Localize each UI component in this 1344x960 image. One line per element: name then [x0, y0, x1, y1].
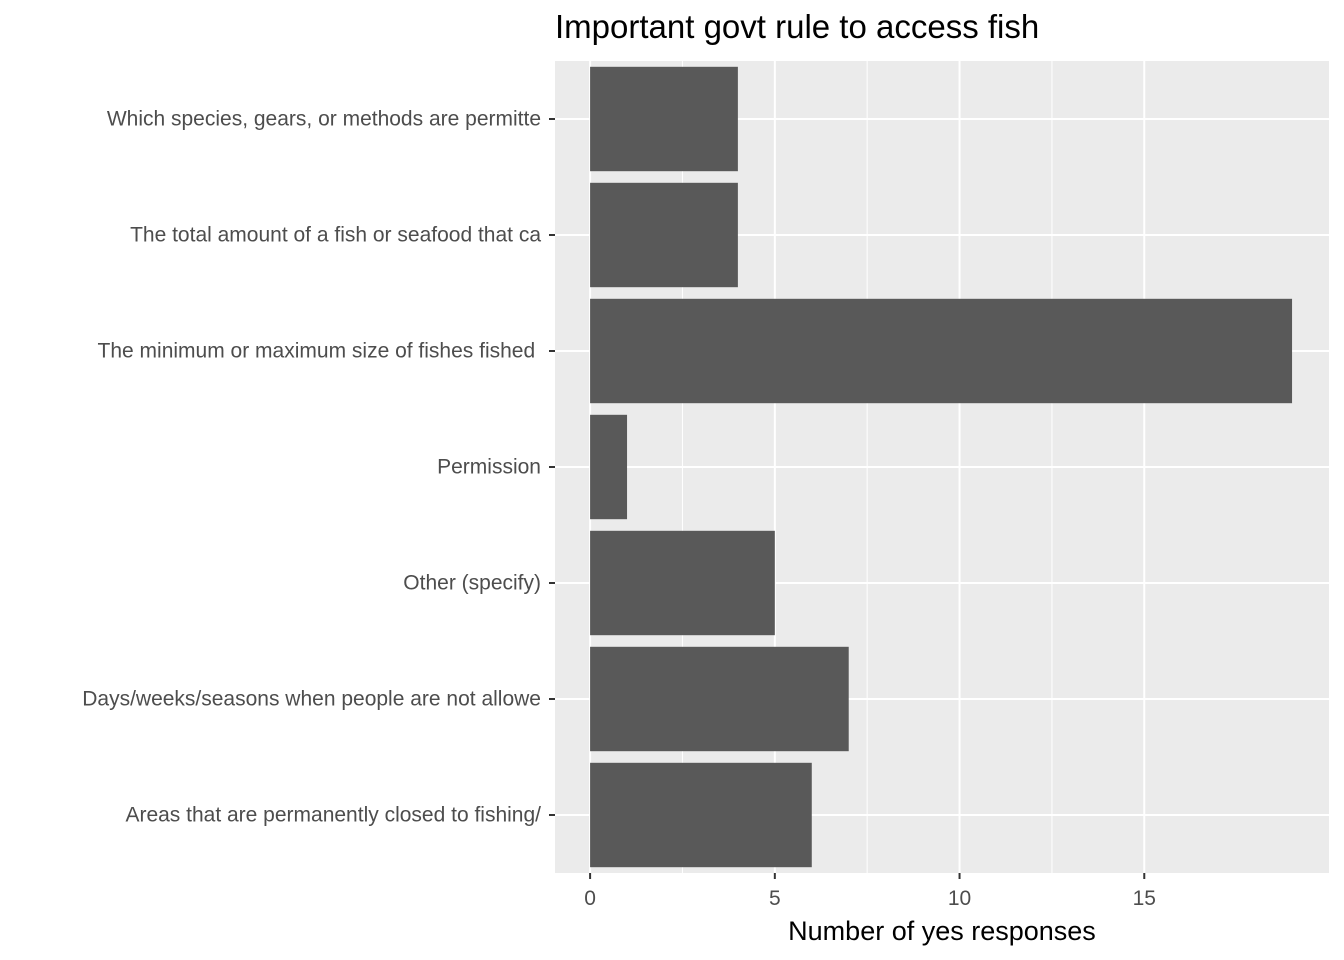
x-axis-title: Number of yes responses	[788, 916, 1096, 946]
y-tick-label: The minimum or maximum size of fishes fi…	[98, 340, 541, 363]
bar	[590, 414, 628, 520]
y-tick-label: Days/weeks/seasons when people are not a…	[82, 688, 541, 711]
bar	[590, 646, 849, 752]
x-tick-label: 5	[769, 887, 781, 910]
bar	[590, 66, 738, 172]
y-tick-label: Areas that are permanently closed to fis…	[125, 804, 541, 827]
y-tick-label: Which species, gears, or methods are per…	[107, 108, 541, 131]
y-tick-label: The total amount of a fish or seafood th…	[130, 224, 541, 247]
y-tick-label: Other (specify)	[403, 572, 541, 595]
x-tick-label: 10	[948, 887, 971, 910]
bar	[590, 530, 775, 636]
bar	[590, 762, 812, 868]
bar	[590, 298, 1293, 404]
y-tick-label: Permission	[437, 456, 541, 479]
x-tick-label: 0	[584, 887, 596, 910]
bar	[590, 182, 738, 288]
x-tick-label: 15	[1133, 887, 1156, 910]
chart-title: Important govt rule to access fish	[555, 8, 1040, 45]
